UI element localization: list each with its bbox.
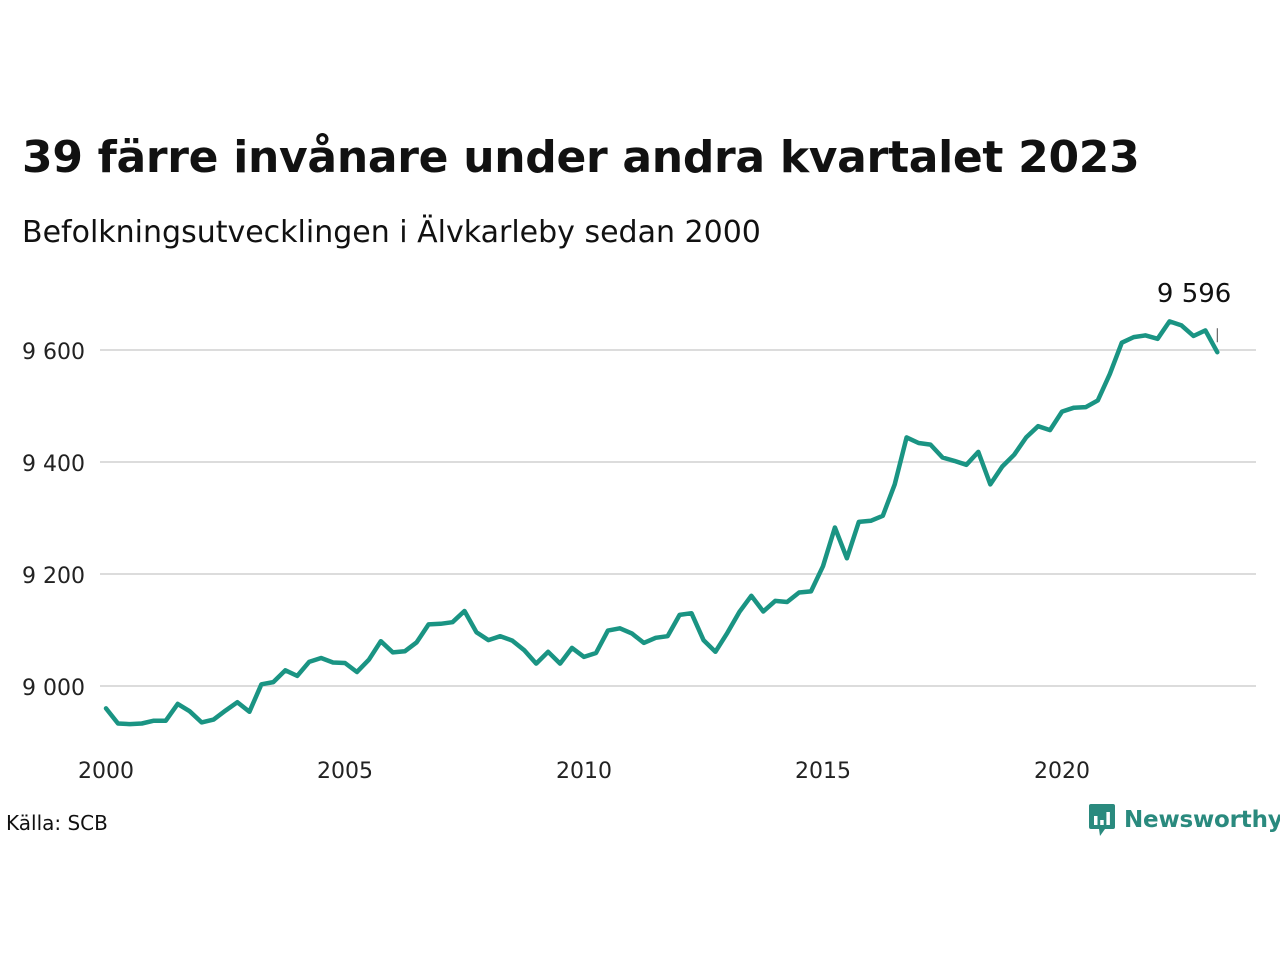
- chart-subtitle: Befolkningsutvecklingen i Älvkarleby sed…: [22, 215, 761, 250]
- newsworthy-logo-icon: [1089, 804, 1115, 836]
- annotations: 9 596: [1157, 279, 1231, 343]
- x-tick-label: 2010: [556, 759, 612, 784]
- x-tick-label: 2015: [795, 759, 851, 784]
- x-tick-label: 2000: [78, 759, 134, 784]
- y-tick-label: 9 000: [22, 676, 85, 701]
- y-tick-label: 9 400: [22, 452, 85, 477]
- chart-title: 39 färre invånare under andra kvartalet …: [22, 132, 1140, 183]
- x-tick-label: 2020: [1034, 759, 1090, 784]
- x-tick-label: 2005: [317, 759, 373, 784]
- series-line: [103, 319, 1220, 727]
- y-tick-label: 9 200: [22, 564, 85, 589]
- source-note: Källa: SCB: [6, 811, 108, 835]
- y-axis-ticks: 9 000 9 200 9 400 9 600: [22, 340, 85, 701]
- x-axis-ticks: 2000 2005 2010 2015 2020: [78, 759, 1090, 784]
- grid-lines: [100, 349, 1256, 687]
- y-tick-label: 9 600: [22, 340, 85, 365]
- series-layer: [103, 319, 1220, 727]
- brand-name: Newsworthy: [1124, 807, 1280, 833]
- last-value-label: 9 596: [1157, 279, 1231, 309]
- newsworthy-logo[interactable]: Newsworthy: [1088, 803, 1280, 837]
